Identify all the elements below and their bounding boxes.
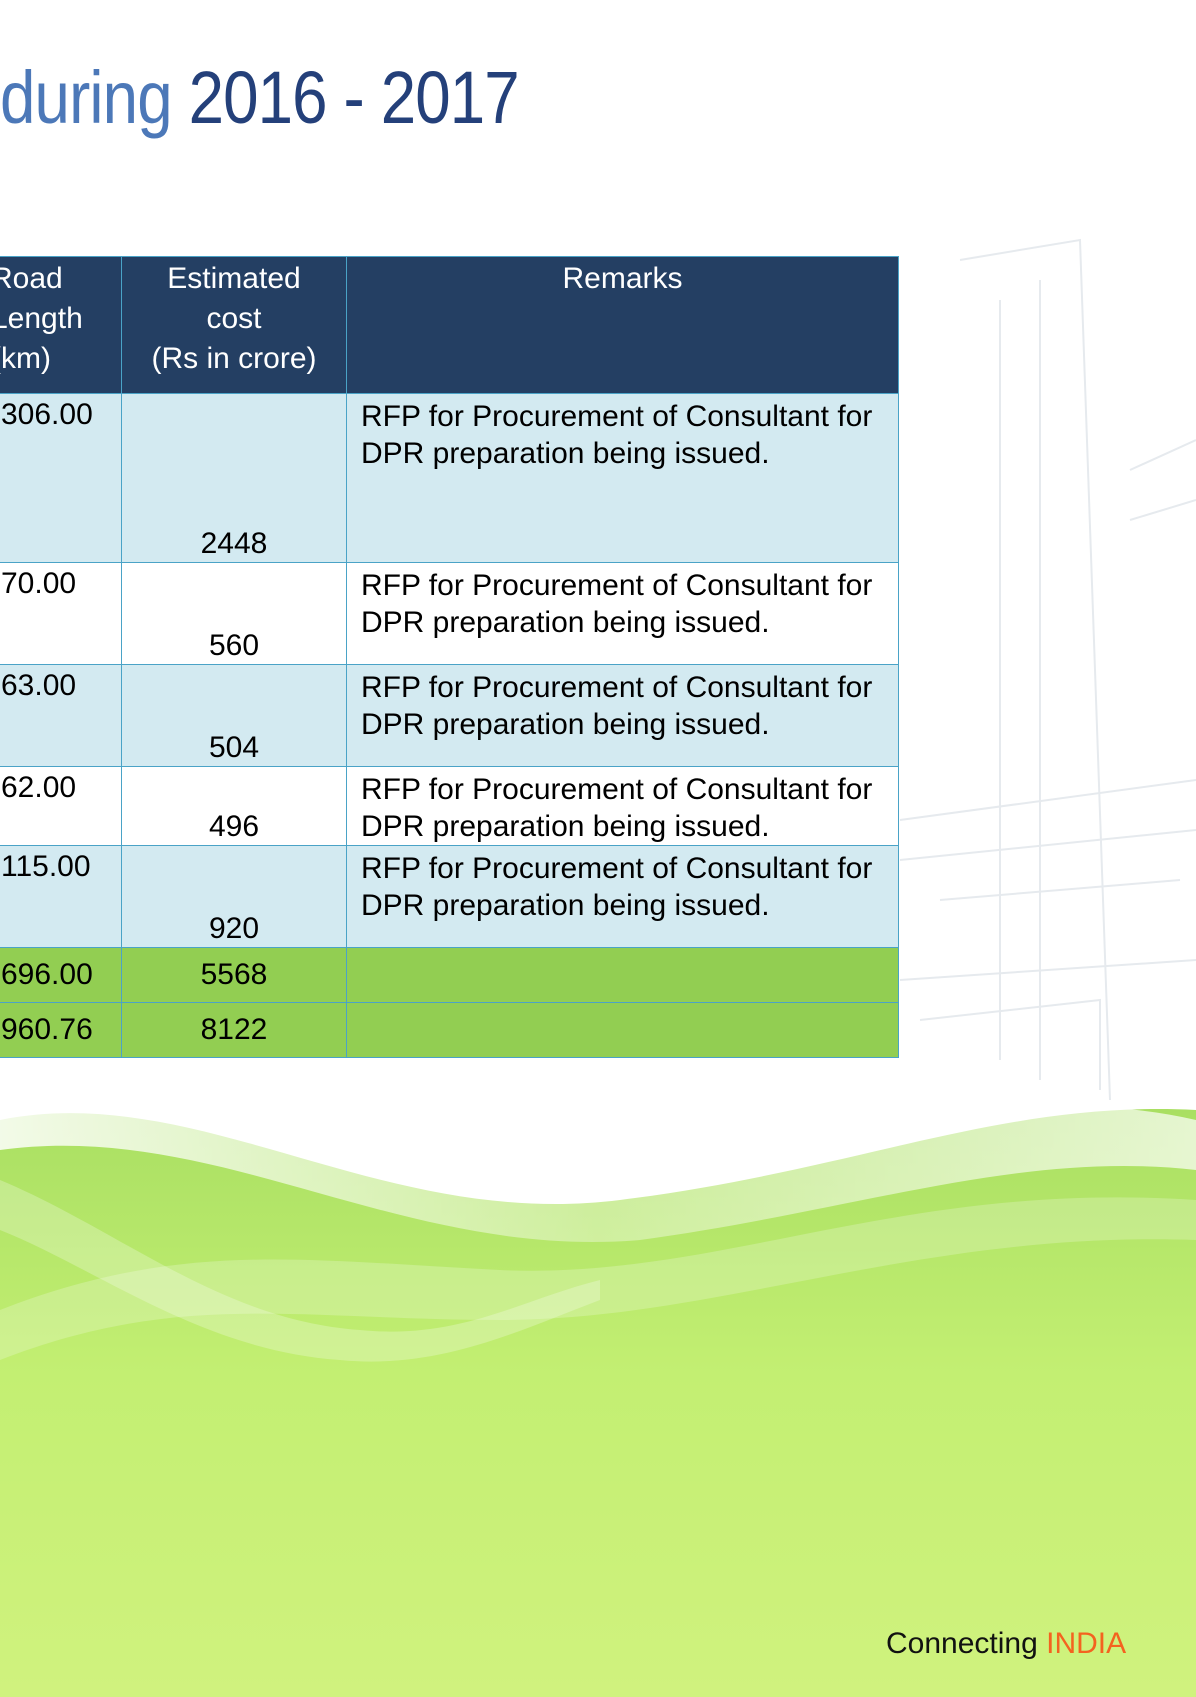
header-road-length: Road Length (km) bbox=[0, 256, 122, 394]
grand-total-remarks-cell bbox=[346, 1002, 899, 1058]
total-row: 696.00 5568 bbox=[0, 947, 899, 1003]
table-header-row: Road Length (km) Estimated cost (Rs in c… bbox=[0, 256, 899, 394]
title-part-years: 2016 - 2017 bbox=[188, 56, 520, 139]
table-row: 63.00 504 RFP for Procurement of Consult… bbox=[0, 664, 899, 767]
page-title: during 2016 - 2017 bbox=[0, 56, 520, 139]
footer-accent-text: INDIA bbox=[1046, 1627, 1127, 1660]
estimated-cost-cell: 2448 bbox=[121, 393, 347, 563]
total-remarks-cell bbox=[346, 947, 899, 1003]
table-row: 306.00 2448 RFP for Procurement of Consu… bbox=[0, 393, 899, 563]
road-length-cell: 62.00 bbox=[0, 766, 122, 846]
estimated-cost-cell: 920 bbox=[121, 845, 347, 948]
grand-total-cost-cell: 8122 bbox=[121, 1002, 347, 1058]
table-row: 70.00 560 RFP for Procurement of Consult… bbox=[0, 562, 899, 665]
grand-total-length-cell: 960.76 bbox=[0, 1002, 122, 1058]
grand-total-row: 960.76 8122 bbox=[0, 1002, 899, 1058]
table-row: 115.00 920 RFP for Procurement of Consul… bbox=[0, 845, 899, 948]
estimated-cost-cell: 496 bbox=[121, 766, 347, 846]
footer-text: Connecting bbox=[886, 1627, 1038, 1660]
table-row: 62.00 496 RFP for Procurement of Consult… bbox=[0, 766, 899, 846]
total-length-cell: 696.00 bbox=[0, 947, 122, 1003]
estimated-cost-cell: 504 bbox=[121, 664, 347, 767]
estimated-cost-cell: 560 bbox=[121, 562, 347, 665]
header-estimated-cost: Estimated cost (Rs in crore) bbox=[121, 256, 347, 394]
projects-table: Road Length (km) Estimated cost (Rs in c… bbox=[0, 256, 899, 1058]
road-length-cell: 70.00 bbox=[0, 562, 122, 665]
road-length-cell: 115.00 bbox=[0, 845, 122, 948]
total-cost-cell: 5568 bbox=[121, 947, 347, 1003]
title-part-during: during bbox=[0, 56, 173, 139]
footer-tagline: Connecting INDIA bbox=[886, 1624, 1126, 1664]
road-length-cell: 63.00 bbox=[0, 664, 122, 767]
road-length-cell: 306.00 bbox=[0, 393, 122, 563]
remarks-cell: RFP for Procurement of Consultant for DP… bbox=[346, 562, 899, 665]
header-remarks: Remarks bbox=[346, 256, 899, 394]
remarks-cell: RFP for Procurement of Consultant for DP… bbox=[346, 845, 899, 948]
remarks-cell: RFP for Procurement of Consultant for DP… bbox=[346, 393, 899, 563]
remarks-cell: RFP for Procurement of Consultant for DP… bbox=[346, 664, 899, 767]
remarks-cell: RFP for Procurement of Consultant for DP… bbox=[346, 766, 899, 846]
